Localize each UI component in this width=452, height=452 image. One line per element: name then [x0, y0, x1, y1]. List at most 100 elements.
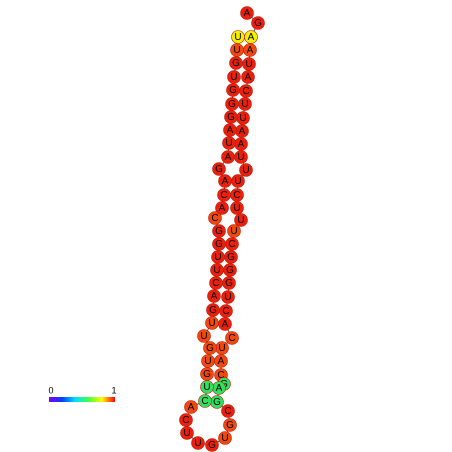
nucleotide-label: C: [211, 213, 218, 224]
nucleotide-label: A: [219, 203, 226, 214]
nucleotide-label: U: [213, 265, 220, 276]
nucleotide-label: A: [239, 126, 246, 137]
nucleotide: [230, 201, 244, 215]
nucleotide-label: G: [225, 278, 233, 289]
nucleotide: [221, 290, 235, 304]
nucleotide-label: U: [194, 438, 201, 449]
nucleotide-label: C: [201, 396, 208, 407]
nucleotide-label: U: [241, 99, 248, 110]
nucleotide-label: U: [224, 292, 231, 303]
nucleotide: [241, 70, 255, 84]
nucleotide-label: G: [209, 305, 217, 316]
colorbar-min: 0: [48, 385, 53, 395]
nucleotide-label: G: [215, 164, 223, 175]
nucleotide-label: C: [212, 278, 219, 289]
nucleotide: [221, 150, 235, 164]
nucleotide-label: U: [200, 331, 207, 342]
nucleotide-label: A: [248, 32, 255, 43]
nucleotide-label: U: [218, 343, 225, 354]
nucleotide-label: A: [227, 125, 234, 136]
nucleotide: [239, 163, 253, 177]
nucleotide-label: G: [226, 265, 234, 276]
nucleotide-label: U: [234, 32, 241, 43]
nucleotide-label: C: [228, 239, 235, 250]
nucleotide: [231, 30, 245, 44]
nucleotide-label: G: [228, 99, 236, 110]
nucleotide: [201, 354, 215, 368]
nucleotide-label: U: [245, 59, 252, 70]
nucleotide: [212, 162, 226, 176]
nucleotide: [227, 224, 241, 238]
nucleotide-label: A: [188, 402, 195, 413]
nucleotide-label: C: [242, 86, 249, 97]
nucleotide-label: A: [211, 291, 218, 302]
nucleotide-label: U: [230, 72, 237, 83]
nucleotide-label: A: [245, 72, 252, 83]
nucleotide-label: C: [224, 406, 231, 417]
nucleotide: [208, 211, 222, 225]
nucleotide-label: C: [182, 415, 189, 426]
nucleotide-label: C: [217, 370, 224, 381]
nucleotide: [212, 224, 226, 238]
nucleotide: [215, 201, 229, 215]
nucleotide: [225, 97, 239, 111]
nucleotide-label: U: [234, 176, 241, 187]
nucleotide-label: U: [237, 152, 244, 163]
nucleotides: AGAAUACUUAAUUUCUUUCGGGUCACUACGAGCGUGUUCA…: [179, 6, 265, 452]
nucleotide-label: U: [183, 428, 190, 439]
nucleotide-label: U: [204, 356, 211, 367]
nucleotide: [197, 329, 211, 343]
nucleotide-label: U: [221, 433, 228, 444]
nucleotide: [227, 70, 241, 84]
nucleotide-label: G: [208, 440, 216, 451]
nucleotide: [207, 289, 221, 303]
nucleotide-label: G: [215, 226, 223, 237]
nucleotide-label: A: [225, 152, 232, 163]
nucleotide-label: U: [233, 203, 240, 214]
nucleotide: [225, 331, 239, 345]
nucleotide: [203, 341, 217, 355]
nucleotide: [221, 404, 235, 418]
nucleotide: [184, 400, 198, 414]
nucleotide: [223, 418, 237, 432]
nucleotide: [217, 188, 231, 202]
nucleotide: [218, 431, 232, 445]
nucleotide-label: U: [230, 226, 237, 237]
nucleotide-label: G: [213, 397, 221, 408]
colorbar-max: 1: [111, 385, 116, 395]
nucleotide-label: G: [227, 252, 235, 263]
nucleotide-label: U: [239, 113, 246, 124]
nucleotide-label: C: [228, 333, 235, 344]
nucleotide-label: A: [222, 176, 229, 187]
nucleotide: [198, 394, 212, 408]
nucleotide-label: G: [226, 420, 234, 431]
nucleotide-label: A: [238, 139, 245, 150]
color-bar: [49, 397, 115, 402]
nucleotide-label: U: [214, 252, 221, 263]
nucleotide-label: G: [203, 369, 211, 380]
nucleotide-label: G: [206, 343, 214, 354]
nucleotide-label: U: [242, 165, 249, 176]
nucleotide: [191, 436, 205, 450]
nucleotide-label: G: [227, 112, 235, 123]
nucleotide: [206, 303, 220, 317]
nucleotide-label: A: [222, 319, 229, 330]
nucleotide-label: U: [225, 138, 232, 149]
nucleotide: [240, 6, 254, 20]
nucleotide-label: G: [215, 239, 223, 250]
nucleotide-label: A: [218, 356, 225, 367]
nucleotide-label: C: [233, 190, 240, 201]
nucleotide-label: U: [203, 382, 210, 393]
nucleotide-label: A: [247, 45, 254, 56]
nucleotide-label: G: [232, 58, 240, 69]
nucleotide-label: G: [254, 18, 262, 29]
nucleotide-label: C: [222, 306, 229, 317]
nucleotide: [218, 174, 232, 188]
nucleotide-label: A: [216, 383, 223, 394]
nucleotide-label: U: [233, 45, 240, 56]
nucleotide-label: U: [237, 215, 244, 226]
nucleotide: [179, 413, 193, 427]
nucleotide-label: C: [220, 190, 227, 201]
nucleotide-label: A: [244, 8, 251, 19]
